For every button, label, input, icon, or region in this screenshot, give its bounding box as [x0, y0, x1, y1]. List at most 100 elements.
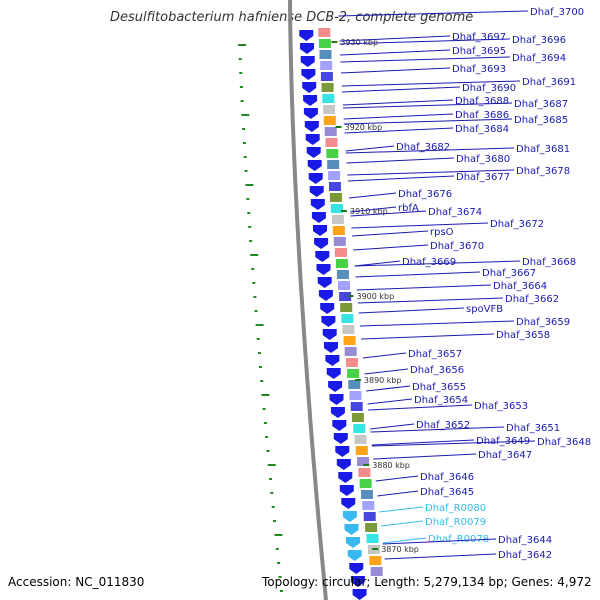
gene-label[interactable]: Dhaf_3674	[428, 207, 482, 218]
gc-skew-mark	[248, 226, 252, 228]
cds-feature-arrow	[304, 121, 319, 132]
gene-label[interactable]: Dhaf_3686	[455, 110, 509, 121]
gene-label[interactable]: Dhaf_3687	[514, 99, 568, 110]
gene-label[interactable]: Dhaf_R0080	[425, 503, 486, 514]
kbp-tick-label: 3870 kbp	[381, 545, 419, 554]
cog-category-block	[359, 479, 372, 488]
kbp-tick-label: 3900 kbp	[357, 292, 395, 301]
gene-label[interactable]: Dhaf_3645	[420, 487, 474, 498]
gene-label[interactable]: Dhaf_3642	[498, 550, 552, 561]
cds-feature-arrow	[315, 251, 330, 262]
gc-skew-mark	[239, 86, 243, 88]
gc-skew-mark	[247, 212, 251, 214]
gc-skew-mark	[275, 548, 279, 550]
gene-label[interactable]: rbfA	[398, 203, 419, 214]
gene-label[interactable]: Dhaf_3668	[522, 257, 576, 268]
gene-label[interactable]: Dhaf_R0079	[425, 517, 486, 528]
gene-label[interactable]: Dhaf_3678	[516, 166, 570, 177]
gene-leader-line	[382, 538, 497, 545]
gene-leader-line	[382, 537, 427, 544]
gc-skew-mark	[271, 506, 275, 508]
cog-category-block	[325, 138, 338, 147]
gc-skew-mark	[274, 534, 283, 536]
gene-label[interactable]: Dhaf_3653	[474, 401, 528, 412]
gene-leader-line	[342, 99, 454, 106]
gene-label[interactable]: Dhaf_3695	[452, 46, 506, 57]
cds-feature-arrow	[309, 186, 324, 197]
cds-feature-arrow	[326, 368, 341, 379]
gene-label[interactable]: Dhaf_3655	[412, 382, 466, 393]
gc-skew-mark	[246, 198, 250, 200]
kbp-ticks: 3930 kbp 3920 kbp 3910 kbp 3900 kbp 3890 kbp…	[331, 38, 419, 554]
cds-feature-arrow	[318, 290, 333, 301]
kbp-tick-label: 3920 kbp	[345, 123, 383, 132]
gene-label[interactable]: Dhaf_3700	[530, 7, 584, 18]
gene-label[interactable]: Dhaf_3656	[410, 365, 464, 376]
gene-label[interactable]: Dhaf_3664	[493, 281, 547, 292]
cds-feature-arrow	[338, 472, 353, 483]
gene-label[interactable]: Dhaf_3652	[416, 420, 470, 431]
cds-feature-arrow	[306, 147, 321, 158]
cds-feature-arrow	[339, 485, 354, 496]
gene-label[interactable]: Dhaf_3684	[455, 124, 509, 135]
cog-category-block	[342, 325, 355, 334]
gene-label[interactable]: Dhaf_3651	[506, 423, 560, 434]
gene-label[interactable]: Dhaf_3644	[498, 535, 552, 546]
gene-label[interactable]: Dhaf_3648	[537, 437, 591, 448]
cog-category-block	[329, 193, 342, 202]
gene-label[interactable]: Dhaf_3688	[455, 96, 509, 107]
gene-leader-line	[350, 206, 397, 213]
gene-label[interactable]: Dhaf_3662	[505, 294, 559, 305]
gene-label[interactable]: Dhaf_3657	[408, 349, 462, 360]
gc-skew-mark	[252, 282, 256, 284]
gene-leader-line	[347, 169, 515, 176]
gene-label[interactable]: Dhaf_3685	[514, 115, 568, 126]
cog-category-block	[328, 171, 341, 180]
cog-category-block	[320, 72, 333, 81]
gene-label[interactable]: Dhaf_3691	[522, 77, 576, 88]
gc-skew-mark	[253, 296, 257, 298]
gc-skew-mark	[266, 450, 270, 452]
gc-skew-mark	[270, 492, 274, 494]
gene-leader-line	[380, 520, 424, 527]
gene-label[interactable]: Dhaf_3680	[456, 154, 510, 165]
gc-skew-mark	[261, 394, 270, 396]
cog-category-block	[332, 226, 345, 235]
gene-leader-line	[373, 453, 477, 460]
gene-label[interactable]: Dhaf_3681	[516, 144, 570, 155]
cds-feature-arrow	[310, 199, 325, 210]
gene-label[interactable]: Dhaf_3669	[402, 257, 456, 268]
gene-label[interactable]: Dhaf_3693	[452, 64, 506, 75]
cds-feature-arrow	[313, 225, 327, 236]
cds-feature-arrow	[303, 108, 318, 119]
gene-label[interactable]: Dhaf_3696	[512, 35, 566, 46]
gene-label[interactable]: Dhaf_3658	[496, 330, 550, 341]
gene-label[interactable]: spoVFB	[466, 304, 503, 315]
cog-category-block	[357, 457, 369, 466]
gene-label[interactable]: Dhaf_3646	[420, 472, 474, 483]
gene-label[interactable]: Dhaf_3670	[430, 241, 484, 252]
gene-label[interactable]: rpsO	[430, 227, 454, 238]
gene-label[interactable]: Dhaf_3690	[462, 83, 516, 94]
gene-label[interactable]: Dhaf_3647	[478, 450, 532, 461]
gene-label[interactable]: Dhaf_3676	[398, 189, 452, 200]
cds-feature-arrow	[311, 212, 326, 223]
cog-category-block	[358, 468, 371, 477]
gene-label[interactable]: Dhaf_R0078	[428, 534, 489, 545]
kbp-tick-label: 3890 kbp	[364, 376, 402, 385]
cds-feature-arrow	[307, 160, 322, 171]
cds-feature-arrow	[324, 342, 338, 353]
cog-category-block	[319, 50, 332, 59]
gene-label[interactable]: Dhaf_3694	[512, 53, 566, 64]
gene-leader-line	[370, 423, 415, 430]
cds-feature-arrow	[329, 394, 344, 405]
gene-label[interactable]: Dhaf_3659	[516, 317, 570, 328]
gene-label[interactable]: Dhaf_3667	[482, 268, 536, 279]
gene-leader-line	[377, 490, 419, 497]
gene-label[interactable]: Dhaf_3677	[456, 172, 510, 183]
gc-skew-mark	[277, 562, 281, 564]
gene-label[interactable]: Dhaf_3672	[490, 219, 544, 230]
gene-label[interactable]: Dhaf_3654	[414, 395, 468, 406]
gene-label[interactable]: Dhaf_3697	[452, 32, 506, 43]
gene-label[interactable]: Dhaf_3682	[396, 142, 450, 153]
